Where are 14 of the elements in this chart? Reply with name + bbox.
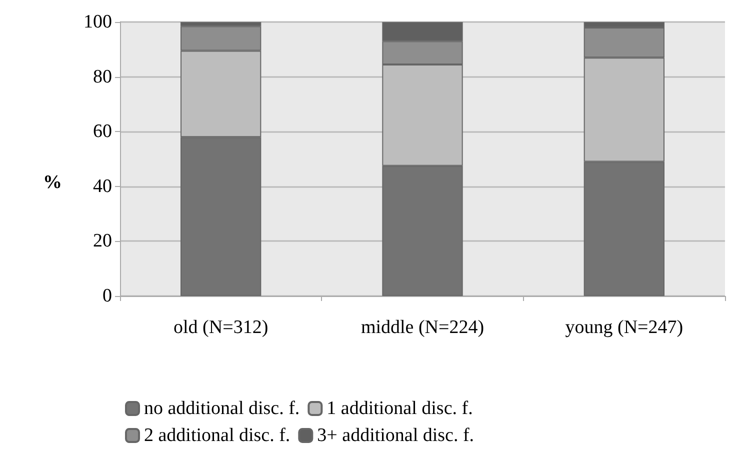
y-tick-label: 20 [93, 230, 112, 252]
legend-label: 1 additional disc. f. [326, 398, 473, 419]
y-tick-label: 0 [102, 286, 112, 306]
y-tick-label: 100 [84, 12, 112, 32]
y-tick-label: 40 [93, 176, 112, 197]
x-tick-label: young (N=247) [565, 317, 684, 338]
y-tick-label: 80 [93, 66, 112, 88]
x-tick-label: old (N=312) [174, 317, 268, 338]
legend-label: 3+ additional disc. f. [317, 425, 474, 446]
y-tick-label: 60 [93, 121, 112, 142]
y-axis-title: % [43, 172, 62, 193]
x-tick-label: middle (N=224) [360, 317, 484, 338]
legend-label: 2 additional disc. f. [144, 425, 290, 446]
legend-label: no additional disc. f. [144, 398, 300, 419]
